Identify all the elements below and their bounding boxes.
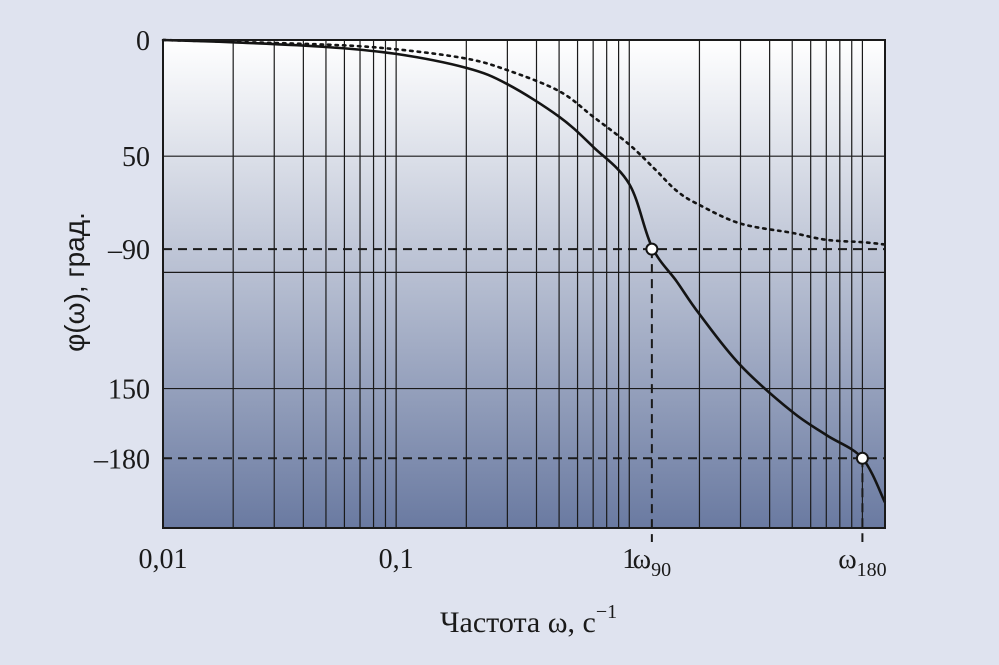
markers bbox=[645, 242, 869, 465]
x-axis-title: Частота ω, с−1 bbox=[440, 601, 617, 639]
x-tick-symbol: ω bbox=[633, 544, 651, 575]
x-axis-title-text: Частота ω, с bbox=[440, 606, 596, 639]
series-line-solid bbox=[162, 38, 887, 503]
y-tick-label: –180 bbox=[93, 444, 150, 475]
x-tick-symbol: ω bbox=[838, 544, 856, 575]
x-tick-subscript: 90 bbox=[651, 559, 671, 581]
grid bbox=[162, 40, 885, 528]
y-tick-labels: 0 50 –90 150 –180 bbox=[93, 26, 150, 475]
y-tick-label: 50 bbox=[122, 142, 150, 173]
plot-frame bbox=[162, 39, 886, 529]
x-tick-label: 0,01 bbox=[139, 544, 188, 575]
x-tick-subscript: 180 bbox=[857, 559, 887, 581]
x-tick-label: 0,1 bbox=[379, 544, 414, 575]
plot-area bbox=[163, 40, 885, 528]
point-marker bbox=[855, 451, 869, 465]
x-tick-label: ω90 bbox=[633, 544, 671, 581]
y-tick-label: 0 bbox=[136, 26, 150, 57]
series bbox=[161, 38, 887, 503]
y-tick-label: –90 bbox=[107, 235, 150, 266]
x-axis-title-sup: −1 bbox=[596, 601, 617, 623]
x-tick-label: ω180 bbox=[838, 544, 886, 581]
reference-lines bbox=[163, 248, 885, 542]
y-tick-label: 150 bbox=[108, 375, 150, 406]
point-marker bbox=[645, 242, 659, 256]
y-axis-title: φ(ω), град. bbox=[59, 212, 90, 352]
x-tick-label: 1 bbox=[622, 544, 636, 575]
series-line-dotted bbox=[161, 38, 887, 246]
